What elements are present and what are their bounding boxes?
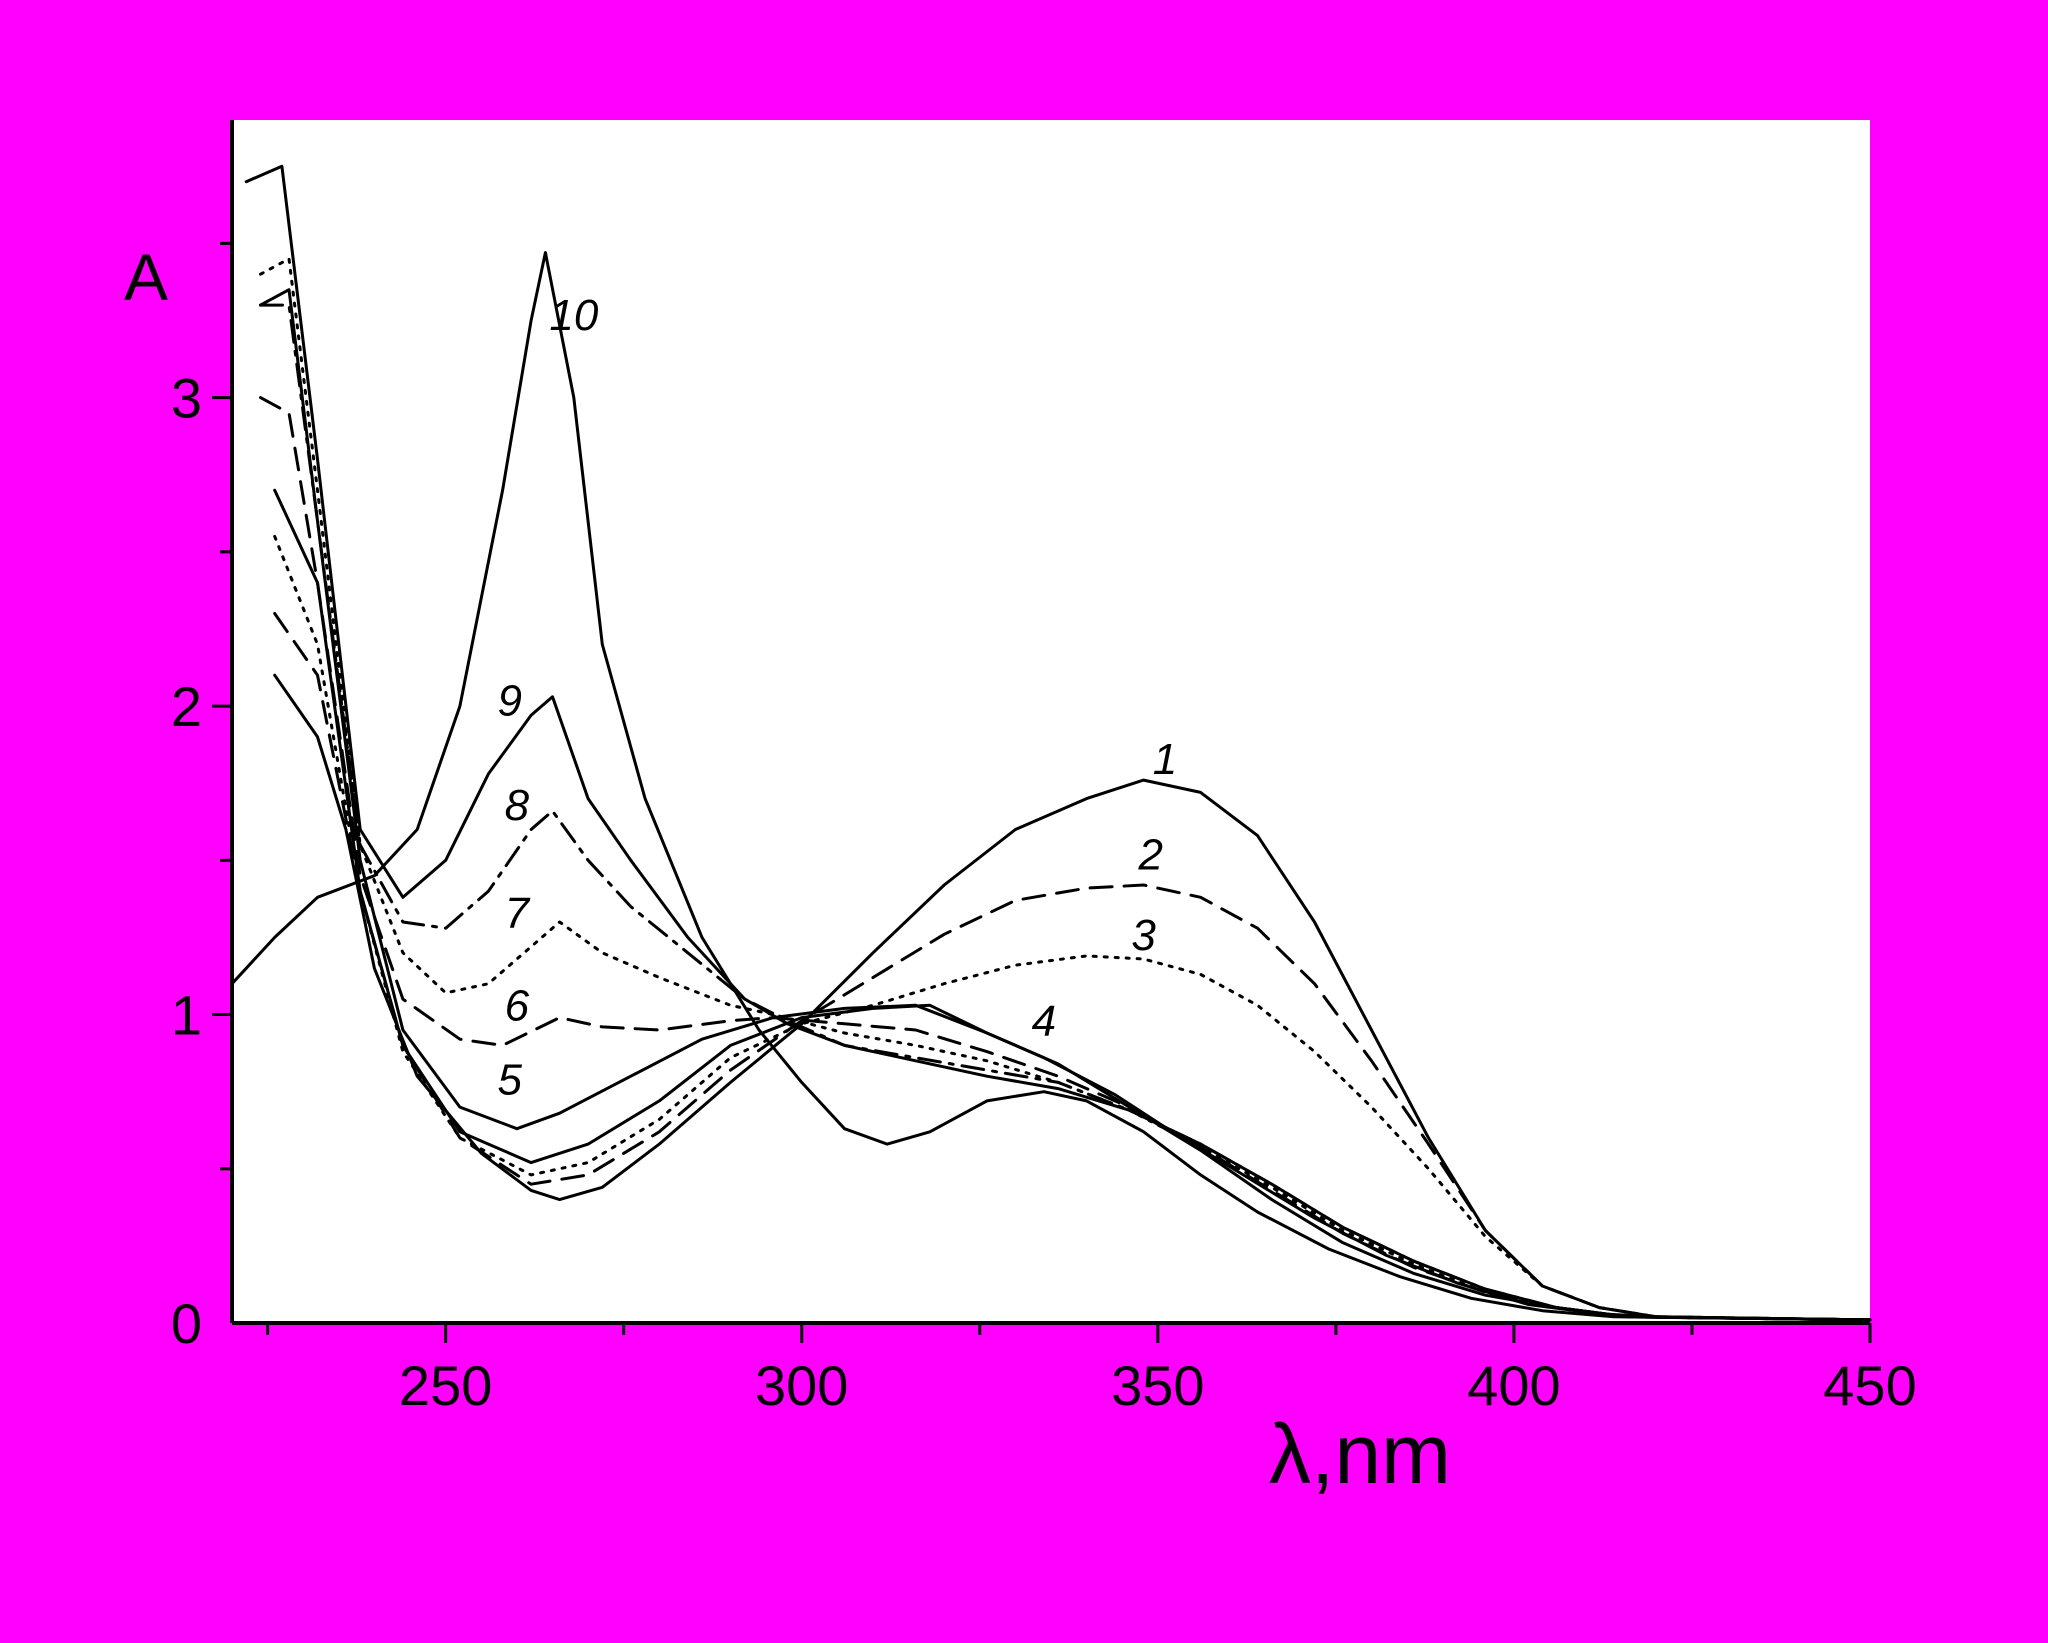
series-3-line (273, 534, 1872, 1322)
axes: 250 300 350 400 450 0 1 2 3 (171, 120, 1917, 1417)
y-tick-label: 2 (171, 675, 202, 738)
series-2-line (273, 612, 1872, 1322)
x-tick-label: 400 (1467, 1354, 1560, 1417)
x-axis-title: λ,nm (1269, 1407, 1451, 1501)
series-10-line (230, 251, 1872, 1322)
curve-label-9: 9 (498, 676, 522, 725)
plot-area (232, 120, 1870, 1323)
series-6-line (259, 396, 1872, 1322)
curve-label-3: 3 (1131, 911, 1156, 960)
x-tick-label: 300 (755, 1354, 848, 1417)
y-axis-title: A (124, 240, 168, 314)
y-tick-label: 1 (171, 984, 202, 1047)
x-tick-label: 250 (399, 1354, 492, 1417)
curve-label-layer: 1 2 3 4 5 6 7 8 9 10 (498, 291, 1178, 1105)
y-tick-label: 0 (171, 1292, 202, 1355)
curve-label-7: 7 (505, 889, 531, 938)
series-9-line (244, 164, 1872, 1322)
curve-label-2: 2 (1137, 831, 1162, 880)
curve-label-8: 8 (505, 781, 530, 830)
x-tick-label: 450 (1823, 1354, 1916, 1417)
series-7-line (259, 257, 1872, 1322)
series-layer (230, 164, 1872, 1322)
x-tick-label: 350 (1111, 1354, 1204, 1417)
curve-label-5: 5 (498, 1056, 523, 1105)
curve-label-4: 4 (1032, 997, 1056, 1046)
curve-label-10: 10 (549, 291, 598, 340)
series-5-line (259, 288, 1872, 1322)
y-tick-label: 3 (171, 367, 202, 430)
curve-label-6: 6 (505, 982, 530, 1031)
curve-label-1: 1 (1153, 735, 1177, 784)
